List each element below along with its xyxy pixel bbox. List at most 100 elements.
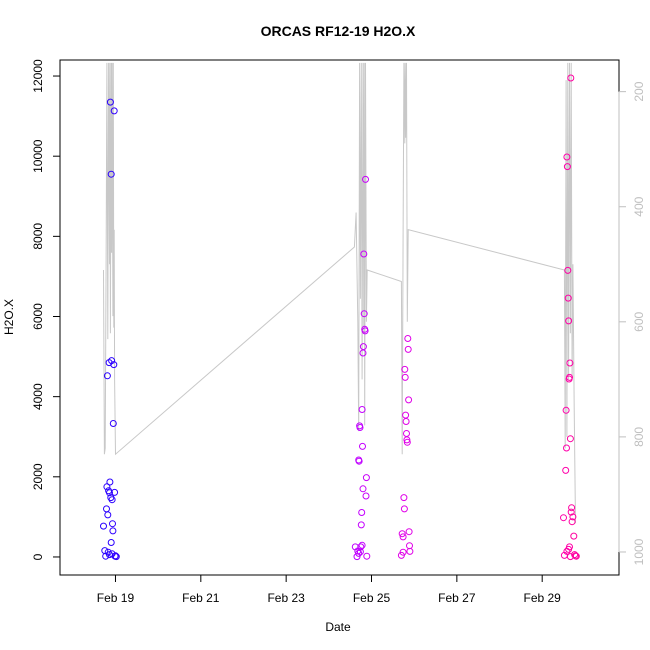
- data-point-43: [359, 343, 367, 351]
- data-point-33: [355, 457, 363, 465]
- x-tick-label: Feb 23: [267, 591, 305, 605]
- data-point-19: [109, 420, 117, 427]
- data-point-65: [403, 436, 411, 444]
- data-point-59: [400, 505, 408, 513]
- x-tick-label: Feb 27: [438, 591, 476, 605]
- data-point-6: [104, 511, 112, 519]
- data-point-90: [568, 518, 576, 526]
- data-point-77: [563, 444, 570, 452]
- y-tick-label-left: 8000: [31, 223, 45, 250]
- data-point-70: [405, 528, 413, 536]
- data-point-75: [562, 466, 570, 474]
- data-point-37: [357, 543, 365, 551]
- data-point-76: [562, 406, 570, 414]
- data-point-82: [565, 317, 573, 325]
- data-point-99: [566, 553, 574, 561]
- data-point-10: [106, 489, 113, 497]
- data-point-38: [357, 521, 365, 529]
- data-point-3: [103, 505, 110, 513]
- data-point-63: [402, 418, 410, 425]
- x-tick-label: Feb 21: [182, 591, 220, 605]
- data-point-72: [406, 547, 414, 555]
- data-point-48: [362, 175, 369, 183]
- y-tick-label-right: 600: [632, 311, 646, 331]
- data-point-26: [107, 539, 115, 546]
- data-point-56: [398, 530, 406, 538]
- data-point-89: [568, 504, 576, 512]
- data-point-28: [108, 550, 116, 558]
- data-point-47: [361, 327, 369, 335]
- y-tick-label-left: 2000: [31, 463, 45, 490]
- data-point-71: [406, 542, 413, 550]
- data-point-21: [110, 107, 118, 115]
- y-tick-label-right: 800: [632, 427, 646, 447]
- y-tick-label-left: 0: [31, 553, 45, 560]
- data-point-100: [566, 543, 573, 551]
- data-point-12: [106, 98, 114, 106]
- y-axis-right: 200 400 600 800 1000: [618, 81, 646, 565]
- data-point-68: [404, 345, 412, 353]
- y-tick-label-right: 200: [632, 81, 646, 101]
- x-axis-label: Date: [325, 620, 351, 634]
- data-point-50: [362, 474, 370, 482]
- data-point-91: [569, 513, 577, 521]
- x-tick-label: Feb 25: [353, 591, 391, 605]
- data-point-35: [356, 424, 364, 431]
- data-point-67: [404, 335, 412, 342]
- chart-title: ORCAS RF12-19 H2O.X: [261, 23, 416, 39]
- data-point-73: [399, 533, 407, 541]
- data-point-22: [111, 488, 119, 496]
- data-point-49: [362, 492, 370, 500]
- data-point-40: [358, 406, 366, 413]
- y-tick-label-left: 12000: [31, 59, 45, 93]
- line-series-path: [103, 62, 576, 524]
- data-point-11: [106, 478, 114, 486]
- data-point-86: [566, 435, 574, 443]
- data-point-81: [564, 294, 572, 302]
- data-point-64: [403, 430, 410, 437]
- data-point-60: [401, 365, 409, 373]
- data-point-58: [400, 494, 408, 502]
- data-point-57: [399, 548, 407, 556]
- data-point-5: [103, 372, 111, 380]
- scatter-series: [100, 74, 580, 561]
- y-tick-label-right: 1000: [632, 538, 646, 565]
- data-point-17: [109, 520, 116, 528]
- data-point-36: [356, 548, 364, 556]
- data-point-45: [360, 310, 368, 318]
- plot-frame: [59, 59, 620, 576]
- data-point-54: [358, 541, 366, 549]
- data-point-84: [566, 373, 573, 381]
- data-point-18: [109, 527, 117, 535]
- data-point-53: [355, 549, 363, 557]
- data-point-14: [107, 170, 115, 178]
- data-point-80: [564, 266, 572, 274]
- data-point-51: [363, 552, 371, 560]
- line-series: [103, 62, 576, 524]
- data-point-20: [110, 361, 118, 369]
- data-point-39: [358, 509, 366, 516]
- data-point-52: [359, 485, 367, 493]
- data-point-62: [402, 411, 410, 419]
- data-point-78: [563, 153, 571, 161]
- data-point-0: [100, 522, 107, 530]
- data-point-87: [567, 74, 575, 82]
- data-point-61: [401, 373, 409, 381]
- x-axis: Feb 19 Feb 21 Feb 23 Feb 25 Feb 27 Feb 29: [97, 575, 561, 605]
- data-point-66: [403, 438, 411, 446]
- data-point-41: [359, 442, 366, 450]
- data-point-69: [405, 396, 413, 404]
- y-tick-label-left: 10000: [31, 139, 45, 173]
- x-tick-label: Feb 19: [97, 591, 135, 605]
- x-tick-label: Feb 29: [524, 591, 562, 605]
- data-point-85: [566, 359, 574, 367]
- data-point-16: [108, 496, 116, 504]
- data-point-92: [570, 532, 578, 540]
- data-point-79: [563, 163, 571, 171]
- y-axis-left: 0 2000 4000 6000 8000 10000 12000: [31, 59, 60, 560]
- data-point-74: [560, 514, 567, 522]
- y-tick-label-left: 6000: [31, 303, 45, 330]
- data-point-44: [360, 250, 368, 258]
- data-point-15: [108, 357, 116, 365]
